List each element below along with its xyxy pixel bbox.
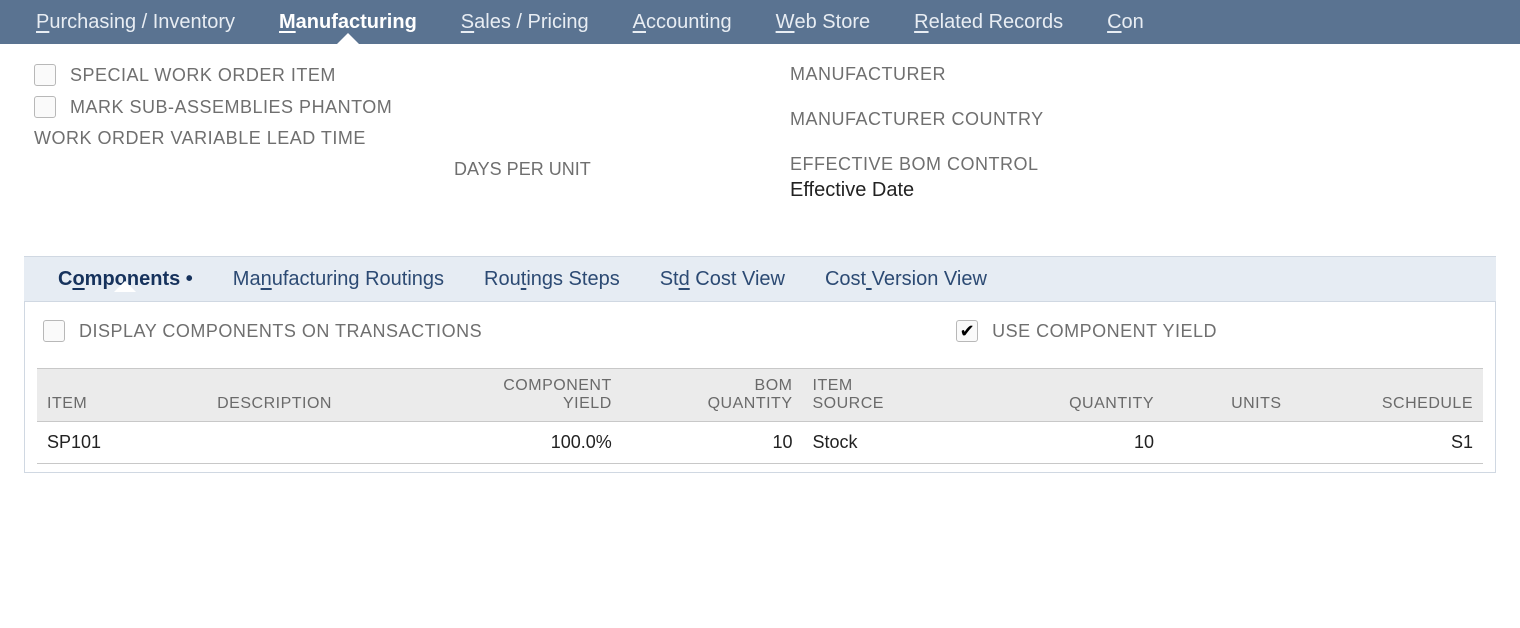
field-use-component-yield: ✔ USE COMPONENT YIELD (956, 320, 1217, 342)
sub-tab[interactable]: Std Cost View (640, 268, 805, 291)
table-cell[interactable]: S1 (1292, 422, 1483, 464)
value-effective-bom-control: Effective Date (790, 179, 1486, 202)
label-effective-bom-control: EFFECTIVE BOM CONTROL (790, 154, 1039, 174)
checkbox-special-work-order[interactable] (34, 64, 56, 86)
field-manufacturer-country: MANUFACTURER COUNTRY (790, 109, 1486, 130)
form-left-column: SPECIAL WORK ORDER ITEM MARK SUB-ASSEMBL… (34, 64, 730, 226)
top-tab[interactable]: Con (1085, 0, 1166, 44)
top-tab-bar: Purchasing / InventoryManufacturingSales… (0, 0, 1520, 44)
sub-tab[interactable]: Routings Steps (464, 268, 640, 291)
sub-tab[interactable]: Manufacturing Routings (213, 268, 464, 291)
column-header: ITEMSOURCE (803, 369, 973, 422)
label-work-order-var-lead: WORK ORDER VARIABLE LEAD TIME (34, 128, 366, 149)
field-manufacturer: MANUFACTURER (790, 64, 1486, 85)
form-right-column: MANUFACTURER MANUFACTURER COUNTRY EFFECT… (790, 64, 1486, 226)
field-work-order-var-lead: WORK ORDER VARIABLE LEAD TIME (34, 128, 730, 149)
table-cell: 10 (622, 422, 803, 464)
table-cell: 100.0% (430, 422, 621, 464)
components-section: Components •Manufacturing RoutingsRoutin… (0, 256, 1520, 473)
column-header: UNITS (1164, 369, 1292, 422)
components-options-row: DISPLAY COMPONENTS ON TRANSACTIONS ✔ USE… (37, 320, 1483, 342)
table-row[interactable]: SP101100.0%10Stock10S1 (37, 422, 1483, 464)
label-manufacturer: MANUFACTURER (790, 64, 946, 84)
field-effective-bom-control: EFFECTIVE BOM CONTROL Effective Date (790, 154, 1486, 202)
top-tab[interactable]: Web Store (754, 0, 893, 44)
checkbox-display-components[interactable] (43, 320, 65, 342)
column-header: COMPONENTYIELD (430, 369, 621, 422)
table-cell: Stock (803, 422, 973, 464)
label-mark-sub-phantom: MARK SUB-ASSEMBLIES PHANTOM (70, 97, 392, 118)
sub-tab[interactable]: Components • (38, 268, 213, 291)
field-mark-sub-phantom: MARK SUB-ASSEMBLIES PHANTOM (34, 96, 730, 118)
column-header: SCHEDULE (1292, 369, 1483, 422)
sub-tab-bar: Components •Manufacturing RoutingsRoutin… (24, 256, 1496, 302)
manufacturing-form: SPECIAL WORK ORDER ITEM MARK SUB-ASSEMBL… (0, 44, 1520, 256)
label-use-component-yield: USE COMPONENT YIELD (992, 321, 1217, 342)
label-display-components: DISPLAY COMPONENTS ON TRANSACTIONS (79, 321, 482, 342)
field-display-components: DISPLAY COMPONENTS ON TRANSACTIONS (43, 320, 482, 342)
top-tab[interactable]: Sales / Pricing (439, 0, 611, 44)
table-cell (1164, 422, 1292, 464)
label-special-work-order: SPECIAL WORK ORDER ITEM (70, 65, 336, 86)
column-header: QUANTITY (973, 369, 1164, 422)
label-days-per-unit: DAYS PER UNIT (454, 159, 730, 180)
column-header: DESCRIPTION (207, 369, 430, 422)
top-tab[interactable]: Purchasing / Inventory (14, 0, 257, 44)
table-cell (207, 422, 430, 464)
column-header: BOMQUANTITY (622, 369, 803, 422)
components-table: ITEMDESCRIPTIONCOMPONENTYIELDBOMQUANTITY… (37, 368, 1483, 464)
top-tab[interactable]: Manufacturing (257, 0, 439, 44)
table-cell[interactable]: SP101 (37, 422, 207, 464)
checkbox-use-component-yield[interactable]: ✔ (956, 320, 978, 342)
column-header: ITEM (37, 369, 207, 422)
top-tab[interactable]: Accounting (611, 0, 754, 44)
field-special-work-order: SPECIAL WORK ORDER ITEM (34, 64, 730, 86)
components-body: DISPLAY COMPONENTS ON TRANSACTIONS ✔ USE… (24, 302, 1496, 473)
sub-tab[interactable]: Cost Version View (805, 268, 1007, 291)
checkbox-mark-sub-phantom[interactable] (34, 96, 56, 118)
table-cell: 10 (973, 422, 1164, 464)
top-tab[interactable]: Related Records (892, 0, 1085, 44)
label-manufacturer-country: MANUFACTURER COUNTRY (790, 109, 1044, 129)
